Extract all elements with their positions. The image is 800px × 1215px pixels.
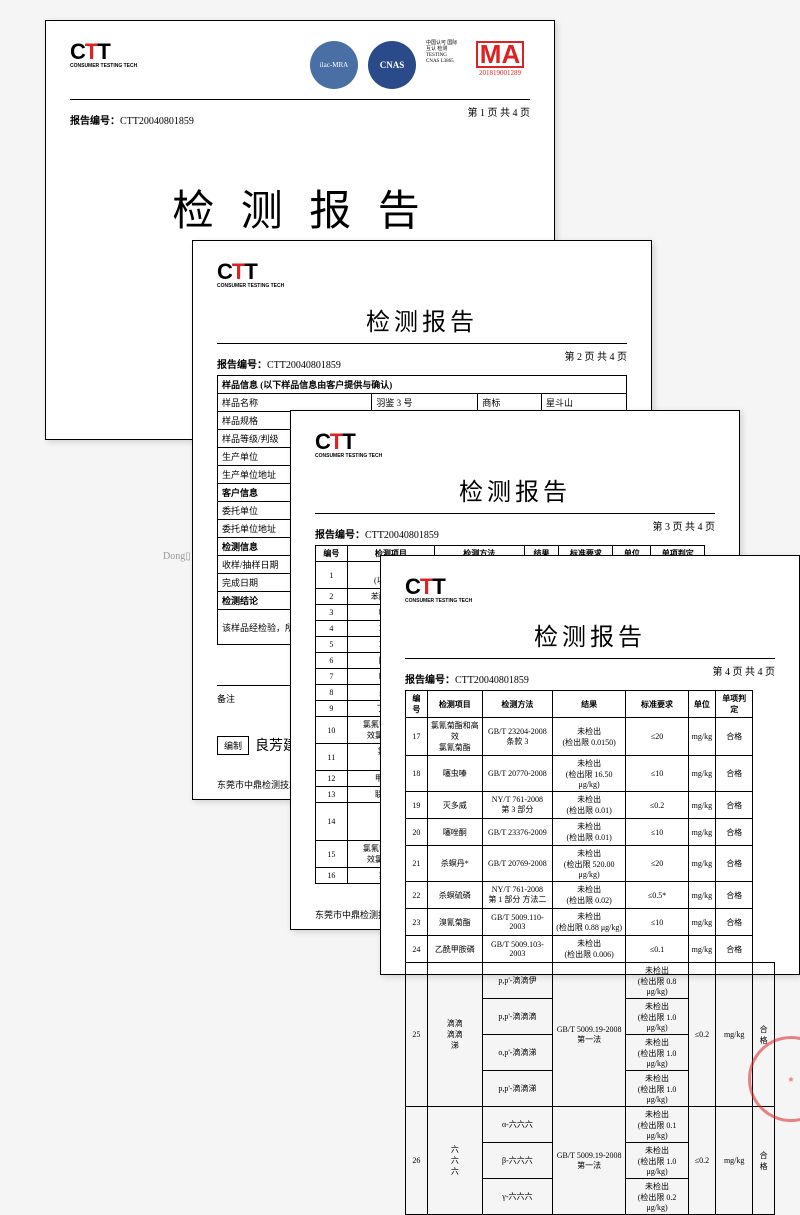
page-title: 检测报告: [217, 302, 627, 337]
page-title: 检测报告: [405, 617, 775, 652]
logo: CTTCONSUMER TESTING TECH: [315, 431, 715, 462]
report-number: 报告编号：CTT20040801859: [315, 526, 439, 541]
results-table-p4: 编号检测项目检测方法结果标准要求单位单项判定 17氯氰菊酯和高效 氯氰菊酯GB/…: [405, 690, 775, 1215]
logo: CTTCONSUMER TESTING TECH: [217, 261, 627, 292]
report-number: 报告编号：CTT20040801859: [405, 671, 529, 686]
page-number: 第 1 页 共 4 页: [468, 104, 531, 127]
watermark: Dong▯: [163, 551, 191, 562]
page1-title: 检 测 报 告: [70, 177, 530, 238]
logo: CTTCONSUMER TESTING TECH: [405, 576, 775, 607]
logo: CTTCONSUMER TESTING TECH: [70, 41, 137, 72]
cma-logo: MA 201819001289: [470, 41, 530, 77]
page-number: 第 3 页 共 4 页: [653, 518, 716, 541]
edit-label: 编制: [217, 736, 249, 755]
page-number: 第 4 页 共 4 页: [713, 663, 776, 686]
ilac-logo: ilac-MRA: [310, 41, 358, 89]
report-page-4: CTTCONSUMER TESTING TECH 检测报告 报告编号：CTT20…: [380, 555, 800, 975]
cnas-text: 中国认可 国际互认 检测 TESTING CNAS L3865: [426, 41, 460, 65]
cnas-logo: CNAS: [368, 41, 416, 89]
page-number: 第 2 页 共 4 页: [565, 348, 628, 371]
page-title: 检测报告: [315, 472, 715, 507]
report-number: 报告编号：CTT20040801859: [70, 112, 194, 127]
accreditation-logos: ilac-MRA CNAS 中国认可 国际互认 检测 TESTING CNAS …: [310, 41, 530, 89]
remark-label: 备注: [217, 694, 235, 704]
report-number: 报告编号：CTT20040801859: [217, 356, 341, 371]
